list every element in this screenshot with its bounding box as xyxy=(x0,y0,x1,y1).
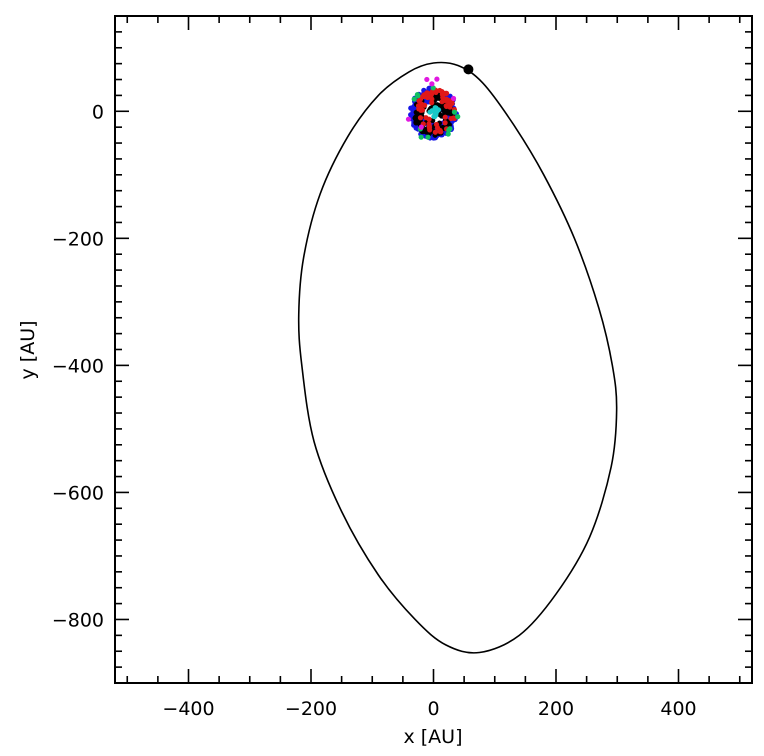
particle-point xyxy=(417,115,424,121)
magenta-particles-series xyxy=(405,76,457,130)
y-tick-label: −800 xyxy=(52,609,104,631)
axis-ticks xyxy=(115,15,752,684)
x-axis-title: x [AU] xyxy=(403,726,462,748)
particle-point xyxy=(438,129,444,135)
particle-point xyxy=(418,124,424,130)
particle-point xyxy=(432,105,438,111)
y-tick-label: −200 xyxy=(52,228,104,250)
y-tick-label: −600 xyxy=(52,482,104,504)
particle-point xyxy=(425,134,431,140)
particle-point xyxy=(442,114,448,120)
particle-point xyxy=(430,85,436,91)
particle-point xyxy=(429,81,435,87)
particle-point xyxy=(429,96,435,102)
x-tick-label: −400 xyxy=(162,698,214,720)
particle-point xyxy=(445,131,451,137)
particle-point xyxy=(424,76,430,83)
particle-point xyxy=(415,93,421,99)
particle-point xyxy=(446,127,452,133)
plot-frame xyxy=(114,15,753,684)
particle-point xyxy=(450,95,457,102)
particle-point xyxy=(417,105,424,111)
particle-point xyxy=(426,116,432,122)
x-tick-label: 200 xyxy=(538,698,574,720)
particle-point xyxy=(443,103,449,109)
particle-point xyxy=(437,87,443,94)
particle-point xyxy=(411,96,417,102)
particle-point xyxy=(432,129,438,135)
cyan-particles-series xyxy=(427,105,442,120)
particle-point xyxy=(442,120,448,126)
x-tick-label: 400 xyxy=(660,698,696,720)
companion-point xyxy=(463,64,474,75)
particle-point xyxy=(451,109,458,115)
particle-point xyxy=(432,114,438,120)
particle-point xyxy=(424,90,430,96)
particle-cloud xyxy=(405,76,461,141)
particle-point xyxy=(435,94,441,101)
particle-point xyxy=(441,107,447,113)
y-tick-labels: 0 −200 −400 −600 −800 xyxy=(52,101,104,631)
particle-point xyxy=(446,122,452,128)
particle-point xyxy=(418,134,424,140)
orbit-line xyxy=(297,61,618,654)
y-tick-label: 0 xyxy=(92,101,104,123)
particle-point xyxy=(408,105,414,111)
green-particles-series xyxy=(411,85,461,140)
particle-point xyxy=(426,121,432,127)
x-tick-label: −200 xyxy=(285,698,337,720)
particle-point xyxy=(434,76,440,82)
particle-point xyxy=(413,125,419,131)
particle-point xyxy=(447,102,453,108)
particle-point xyxy=(430,88,436,95)
particle-point xyxy=(422,102,428,108)
particle-point xyxy=(441,90,447,97)
x-tick-label: 0 xyxy=(427,698,439,720)
y-axis-title: y [AU] xyxy=(17,320,39,379)
x-tick-labels: −400 −200 0 200 400 xyxy=(162,698,696,720)
y-tick-label: −400 xyxy=(52,355,104,377)
red-particles-series xyxy=(415,87,457,135)
particle-point xyxy=(405,116,412,122)
particle-point xyxy=(455,114,461,120)
